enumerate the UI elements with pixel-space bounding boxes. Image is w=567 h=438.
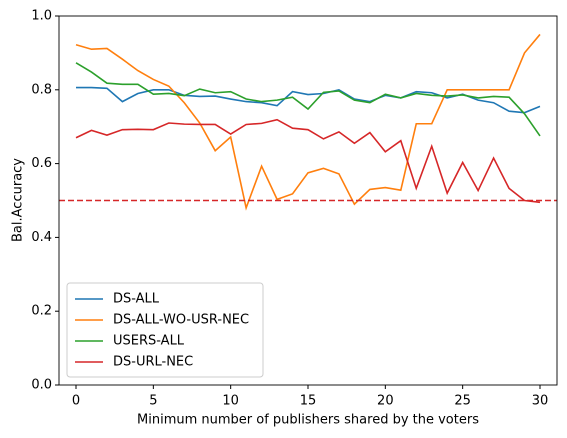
x-tick-label: 0 xyxy=(72,394,80,409)
legend-label: DS-URL-NEC xyxy=(113,355,193,370)
legend-label: DS-ALL xyxy=(113,292,160,307)
x-tick-label: 25 xyxy=(454,394,471,409)
y-axis-label: Bal.Accuracy xyxy=(11,158,26,242)
y-tick-label: 0.4 xyxy=(31,230,52,245)
x-tick-label: 20 xyxy=(377,394,394,409)
x-tick-label: 5 xyxy=(149,394,157,409)
x-tick-label: 15 xyxy=(300,394,317,409)
x-tick-label: 30 xyxy=(532,394,549,409)
legend-label: USERS-ALL xyxy=(113,334,185,349)
y-tick-label: 1.0 xyxy=(31,9,52,24)
series-line xyxy=(75,118,541,204)
x-axis-label: Minimum number of publishers shared by t… xyxy=(137,413,479,428)
y-tick-label: 0.0 xyxy=(31,378,52,393)
series-line xyxy=(75,62,541,137)
x-tick-label: 10 xyxy=(222,394,239,409)
legend-label: DS-ALL-WO-USR-NEC xyxy=(113,313,249,328)
series-line xyxy=(75,33,541,211)
legend-box xyxy=(66,282,264,378)
plot-frame xyxy=(58,15,558,386)
y-tick-label: 0.8 xyxy=(31,82,52,97)
y-tick-label: 0.6 xyxy=(31,156,52,171)
y-tick-label: 0.2 xyxy=(31,304,52,319)
